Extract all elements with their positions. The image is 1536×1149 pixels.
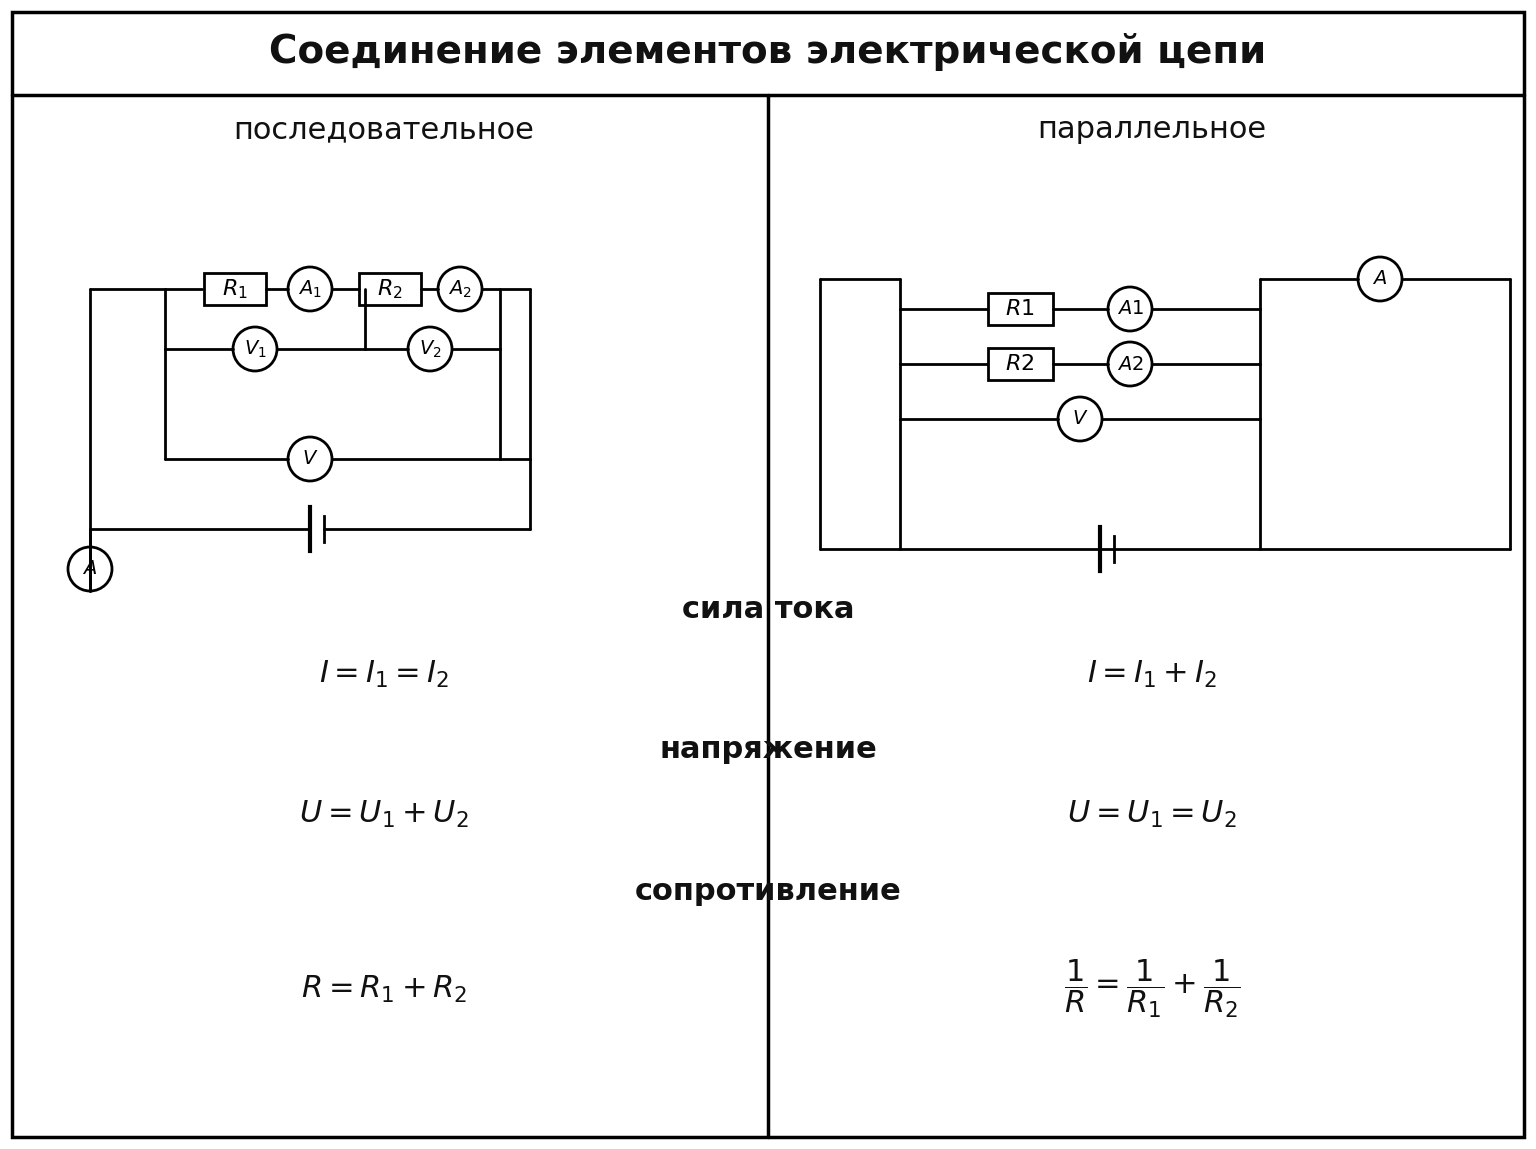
- Text: $V_2$: $V_2$: [419, 338, 441, 360]
- Circle shape: [289, 267, 332, 311]
- Text: $R1$: $R1$: [1005, 299, 1035, 319]
- Text: $V_1$: $V_1$: [244, 338, 266, 360]
- Text: $I = I_1 = I_2$: $I = I_1 = I_2$: [319, 658, 449, 689]
- Text: $U = U_1 + U_2$: $U = U_1 + U_2$: [300, 799, 468, 830]
- Text: $V$: $V$: [301, 449, 318, 469]
- Text: $\dfrac{1}{R} = \dfrac{1}{R_1} + \dfrac{1}{R_2}$: $\dfrac{1}{R} = \dfrac{1}{R_1} + \dfrac{…: [1063, 957, 1241, 1020]
- Text: последовательное: последовательное: [233, 116, 535, 145]
- Text: $R_1$: $R_1$: [223, 277, 247, 301]
- Text: $V$: $V$: [1072, 409, 1087, 429]
- Circle shape: [409, 327, 452, 371]
- Bar: [204, 273, 266, 304]
- Text: сила тока: сила тока: [682, 594, 854, 624]
- Circle shape: [1107, 342, 1152, 386]
- Text: Соединение элементов электрической цепи: Соединение элементов электрической цепи: [269, 33, 1267, 71]
- Circle shape: [1358, 257, 1402, 301]
- Text: $R2$: $R2$: [1006, 354, 1035, 375]
- Text: $A_1$: $A_1$: [298, 278, 323, 300]
- Text: параллельное: параллельное: [1037, 116, 1267, 145]
- Bar: [359, 273, 421, 304]
- Circle shape: [1058, 398, 1101, 441]
- Text: $A$: $A$: [1373, 270, 1387, 288]
- Circle shape: [289, 437, 332, 481]
- Circle shape: [233, 327, 276, 371]
- Circle shape: [438, 267, 482, 311]
- Text: $A2$: $A2$: [1117, 355, 1143, 373]
- Text: $R_2$: $R_2$: [378, 277, 402, 301]
- Text: $A1$: $A1$: [1117, 300, 1143, 318]
- Circle shape: [1107, 287, 1152, 331]
- Text: $A_2$: $A_2$: [449, 278, 472, 300]
- Bar: [988, 348, 1052, 380]
- Text: $U = U_1 = U_2$: $U = U_1 = U_2$: [1068, 799, 1236, 830]
- Text: $I = I_1 + I_2$: $I = I_1 + I_2$: [1087, 658, 1217, 689]
- Text: $R = R_1 + R_2$: $R = R_1 + R_2$: [301, 973, 467, 1004]
- Text: $A$: $A$: [83, 560, 97, 578]
- Bar: [988, 293, 1052, 325]
- Text: напряжение: напряжение: [659, 734, 877, 763]
- Circle shape: [68, 547, 112, 591]
- Text: сопротивление: сопротивление: [634, 877, 902, 905]
